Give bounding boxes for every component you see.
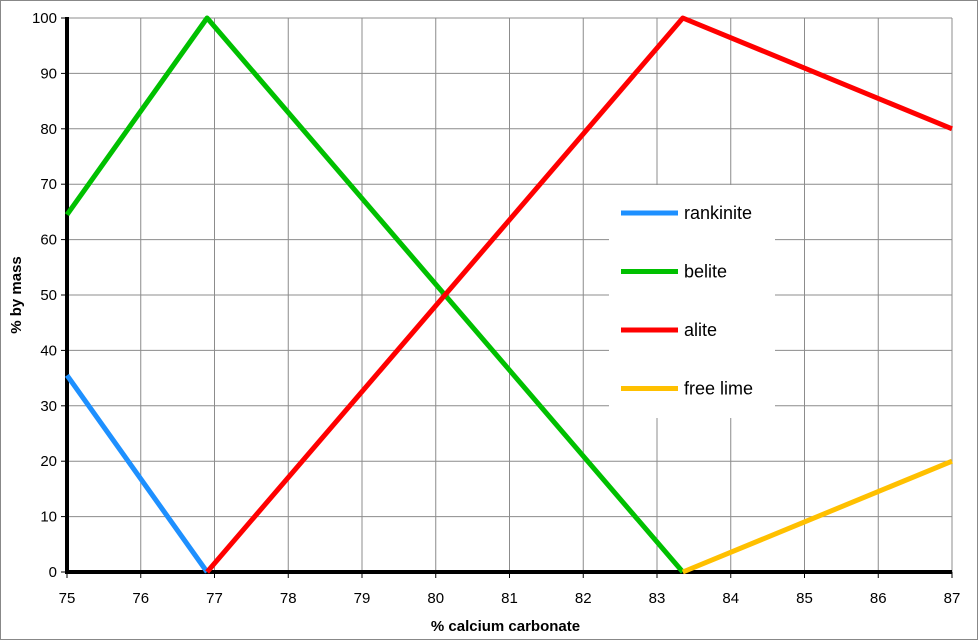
series-line-belite [64, 15, 685, 574]
legend-label-free-lime: free lime [684, 379, 753, 399]
legend-box [609, 185, 775, 418]
y-tick-label-50: 50 [40, 287, 57, 304]
x-tick-label-78: 78 [280, 590, 297, 607]
series-line-alite [205, 15, 953, 574]
x-tick-label-83: 83 [649, 590, 666, 607]
y-tick-label-30: 30 [40, 398, 57, 415]
x-tick-label-86: 86 [870, 590, 887, 607]
x-tick-label-85: 85 [796, 590, 813, 607]
y-tick-label-60: 60 [40, 232, 57, 249]
y-tick-label-40: 40 [40, 342, 57, 359]
x-tick-label-76: 76 [132, 590, 149, 607]
series-line-free-lime [681, 458, 953, 575]
x-tick-label-81: 81 [501, 590, 518, 607]
y-tick-label-80: 80 [40, 121, 57, 138]
x-tick-label-87: 87 [944, 590, 961, 607]
y-tick-label-70: 70 [40, 176, 57, 193]
legend-label-belite: belite [684, 262, 727, 282]
legend-label-alite: alite [684, 320, 717, 340]
x-tick-label-82: 82 [575, 590, 592, 607]
x-tick-label-84: 84 [722, 590, 739, 607]
y-tick-label-0: 0 [49, 564, 57, 581]
x-tick-label-77: 77 [206, 590, 223, 607]
x-axis-title: % calcium carbonate [431, 618, 580, 635]
y-axis-title: % by mass [8, 256, 25, 334]
x-tick-label-79: 79 [354, 590, 371, 607]
y-tick-label-90: 90 [40, 65, 57, 82]
x-tick-label-75: 75 [59, 590, 76, 607]
x-tick-label-80: 80 [427, 590, 444, 607]
y-tick-label-100: 100 [32, 10, 57, 27]
y-tick-label-10: 10 [40, 509, 57, 526]
series-line-rankinite [64, 373, 210, 574]
legend-label-rankinite: rankinite [684, 203, 752, 223]
y-tick-label-20: 20 [40, 453, 57, 470]
